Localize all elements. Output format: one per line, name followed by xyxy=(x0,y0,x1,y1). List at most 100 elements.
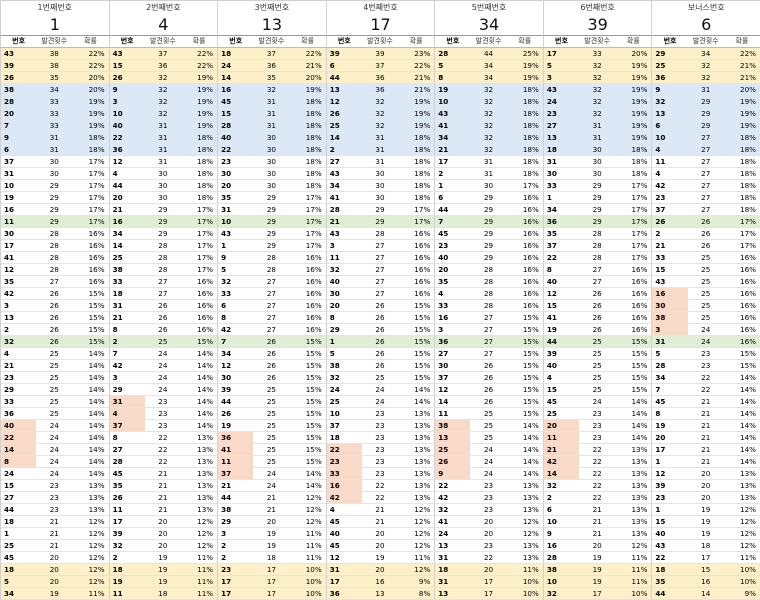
table-cell-number: 3 xyxy=(217,528,254,540)
table-cell-number: 13 xyxy=(434,540,471,552)
table-cell-number: 25 xyxy=(325,120,362,132)
table-cell-count: 13 xyxy=(361,588,399,600)
table-cell-count: 17 xyxy=(687,552,724,564)
table-cell-prob: 19% xyxy=(723,96,760,108)
table-cell-prob: 15% xyxy=(506,396,543,408)
table-cell-prob: 15% xyxy=(72,324,109,336)
table-cell-number: 17 xyxy=(542,48,580,60)
table-cell-prob: 14% xyxy=(289,480,326,492)
table-cell-number: 43 xyxy=(651,540,688,552)
table-cell-prob: 16% xyxy=(723,252,760,264)
table-cell-prob: 12% xyxy=(72,576,109,588)
table-cell-count: 30 xyxy=(361,192,399,204)
table-cell-number: 11 xyxy=(108,588,145,600)
table-cell-count: 28 xyxy=(470,276,507,288)
table-cell-count: 36 xyxy=(361,84,399,96)
table-cell-prob: 16% xyxy=(615,324,652,336)
table-cell-number: 10 xyxy=(108,108,145,120)
table-cell-number: 26 xyxy=(325,108,362,120)
table-cell-number: 36 xyxy=(325,588,362,600)
table-cell-number: 1 xyxy=(217,240,254,252)
table-cell-number: 44 xyxy=(542,336,580,348)
table-cell-prob: 14% xyxy=(615,396,652,408)
table-cell-number: 19 xyxy=(434,84,471,96)
table-cell-count: 37 xyxy=(361,60,399,72)
table-cell-count: 31 xyxy=(470,156,507,168)
group-title: 1번째번호 xyxy=(0,0,109,14)
table-cell-count: 30 xyxy=(253,132,290,144)
table-cell-number: 45 xyxy=(0,552,37,564)
table-cell-prob: 19% xyxy=(615,108,652,120)
table-cell-prob: 17% xyxy=(180,240,218,252)
table-cell-count: 26 xyxy=(470,372,507,384)
table-cell-prob: 11% xyxy=(615,564,652,576)
table-cell-prob: 16% xyxy=(506,276,543,288)
table-cell-number: 26 xyxy=(217,408,254,420)
table-cell-number: 6 xyxy=(325,60,362,72)
table-cell-number: 30 xyxy=(325,288,362,300)
table-cell-prob: 16% xyxy=(289,300,326,312)
table-cell-count: 25 xyxy=(687,300,724,312)
table-cell-number: 6 xyxy=(217,300,254,312)
table-cell-count: 17 xyxy=(470,588,507,600)
table-cell-count: 32 xyxy=(470,144,507,156)
table-cell-count: 20 xyxy=(144,516,181,528)
table-cell-number: 39 xyxy=(325,48,362,60)
table-cell-count: 25 xyxy=(253,456,290,468)
table-cell-prob: 16% xyxy=(398,276,435,288)
group-number: 17 xyxy=(325,14,435,36)
table-cell-number: 34 xyxy=(651,372,688,384)
table-cell-prob: 17% xyxy=(72,204,109,216)
table-cell-prob: 18% xyxy=(723,132,760,144)
table-cell-number: 13 xyxy=(651,108,688,120)
table-cell-number: 8 xyxy=(217,312,254,324)
table-cell-prob: 16% xyxy=(506,240,543,252)
table-cell-number: 32 xyxy=(0,336,37,348)
table-cell-number: 37 xyxy=(108,420,145,432)
table-cell-number: 11 xyxy=(108,504,145,516)
table-cell-count: 29 xyxy=(36,192,73,204)
table-cell-prob: 16% xyxy=(506,300,543,312)
table-cell-number: 17 xyxy=(108,516,145,528)
table-cell-prob: 13% xyxy=(723,480,760,492)
table-cell-count: 27 xyxy=(253,276,290,288)
table-cell-prob: 18% xyxy=(289,144,326,156)
table-cell-number: 36 xyxy=(0,408,37,420)
table-cell-count: 24 xyxy=(36,456,73,468)
table-cell-number: 23 xyxy=(434,240,471,252)
table-cell-prob: 16% xyxy=(723,288,760,300)
table-cell-count: 29 xyxy=(579,204,616,216)
table-cell-number: 22 xyxy=(108,132,145,144)
table-cell-prob: 16% xyxy=(506,288,543,300)
column-header: 발견횟수 xyxy=(144,36,181,48)
table-cell-number: 23 xyxy=(217,156,254,168)
table-cell-number: 24 xyxy=(542,96,580,108)
table-cell-number: 29 xyxy=(0,384,37,396)
table-cell-prob: 10% xyxy=(615,588,652,600)
table-cell-count: 22 xyxy=(579,456,616,468)
table-cell-number: 27 xyxy=(434,348,471,360)
table-cell-prob: 15% xyxy=(723,348,760,360)
table-cell-number: 9 xyxy=(108,84,145,96)
table-cell-number: 31 xyxy=(217,204,254,216)
table-cell-prob: 17% xyxy=(289,228,326,240)
table-cell-count: 26 xyxy=(361,300,399,312)
column-header: 확률 xyxy=(180,36,218,48)
table-cell-number: 43 xyxy=(0,48,37,60)
table-cell-number: 30 xyxy=(651,300,688,312)
table-cell-prob: 14% xyxy=(506,456,543,468)
table-cell-count: 25 xyxy=(687,312,724,324)
table-cell-count: 19 xyxy=(579,552,616,564)
table-cell-count: 25 xyxy=(253,432,290,444)
table-cell-prob: 18% xyxy=(180,144,218,156)
table-cell-prob: 14% xyxy=(180,420,218,432)
table-cell-prob: 18% xyxy=(506,144,543,156)
table-cell-count: 29 xyxy=(144,216,181,228)
table-cell-number: 42 xyxy=(0,288,37,300)
table-cell-number: 10 xyxy=(325,408,362,420)
table-cell-number: 1 xyxy=(651,456,688,468)
table-cell-count: 16 xyxy=(361,576,399,588)
table-cell-count: 22 xyxy=(579,468,616,480)
table-cell-prob: 13% xyxy=(398,408,435,420)
table-cell-prob: 18% xyxy=(723,192,760,204)
